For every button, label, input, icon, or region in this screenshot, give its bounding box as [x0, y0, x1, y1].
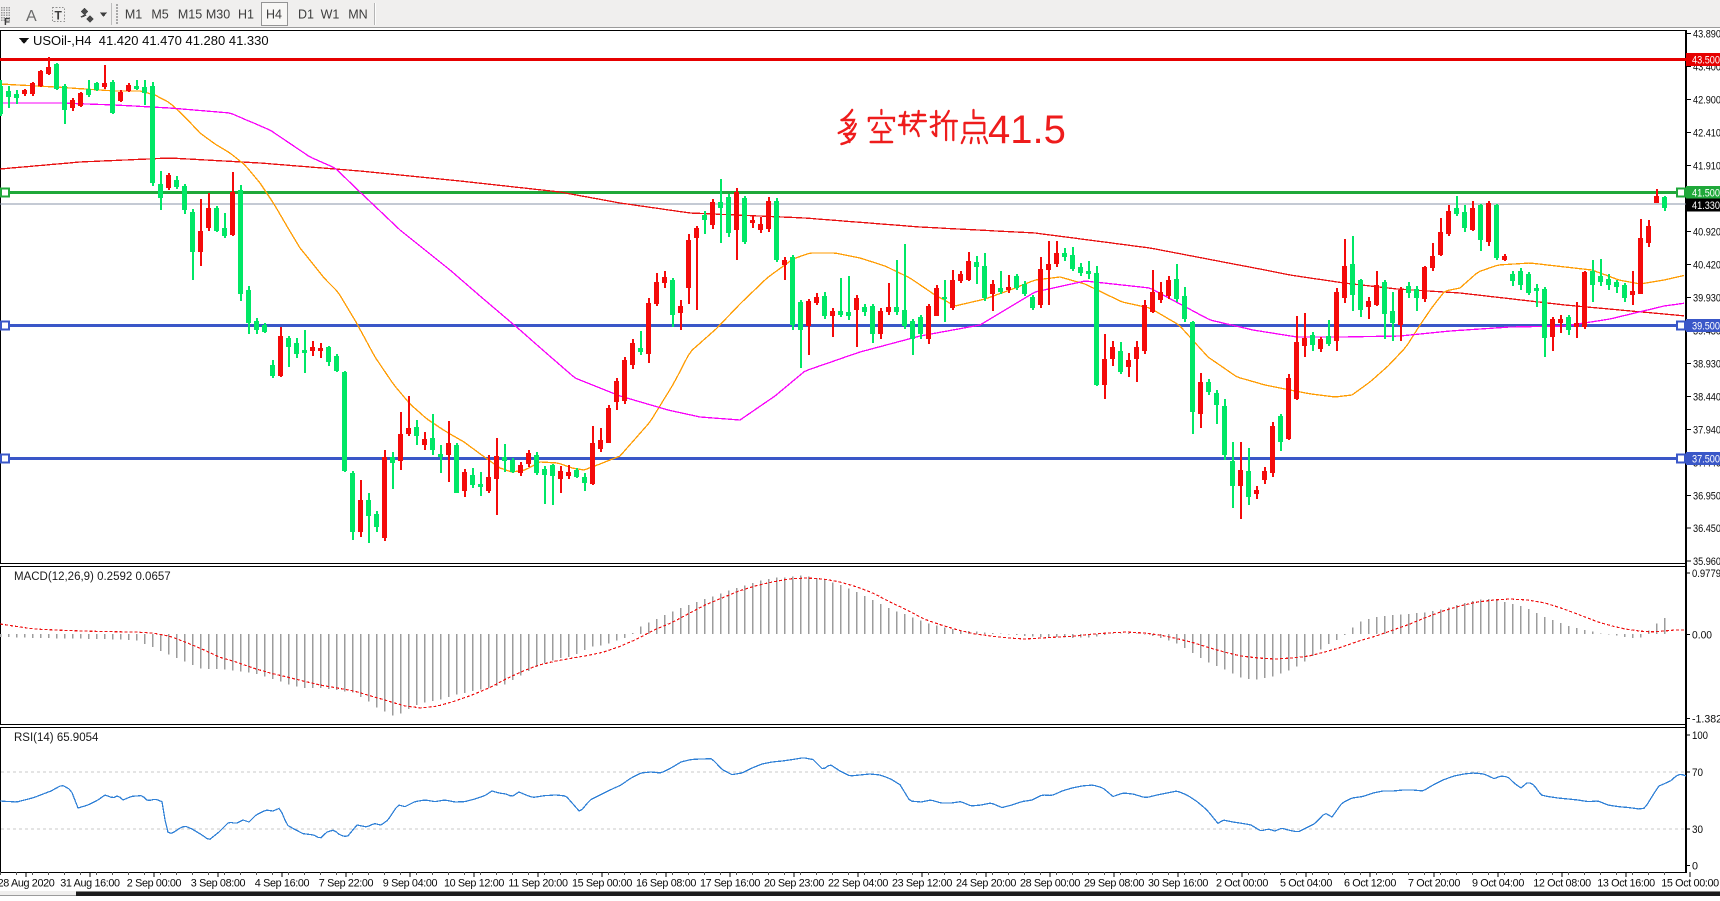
svg-text:39.500: 39.500: [1692, 321, 1720, 333]
svg-text:40.920: 40.920: [1693, 226, 1720, 238]
svg-text:37.940: 37.940: [1693, 424, 1720, 436]
svg-text:M15: M15: [178, 8, 202, 22]
svg-text:5 Oct 04:00: 5 Oct 04:00: [1280, 878, 1332, 890]
svg-text:17 Sep 16:00: 17 Sep 16:00: [700, 878, 760, 890]
svg-text:M30: M30: [206, 8, 230, 22]
svg-text:36.950: 36.950: [1693, 490, 1720, 502]
svg-text:40.420: 40.420: [1693, 259, 1720, 271]
svg-text:30 Sep 16:00: 30 Sep 16:00: [1148, 878, 1208, 890]
svg-text:W1: W1: [321, 8, 340, 22]
svg-text:USOil-,H4 41.420 41.470 41.28: USOil-,H4 41.420 41.470 41.280 41.330: [33, 33, 269, 48]
svg-text:H1: H1: [238, 8, 254, 22]
svg-text:38.440: 38.440: [1693, 391, 1720, 403]
svg-text:10 Sep 12:00: 10 Sep 12:00: [444, 878, 504, 890]
svg-text:70: 70: [1692, 767, 1703, 779]
svg-text:30: 30: [1692, 824, 1703, 836]
svg-text:22 Sep 04:00: 22 Sep 04:00: [828, 878, 888, 890]
svg-text:100: 100: [1692, 730, 1708, 742]
svg-text:42.900: 42.900: [1693, 94, 1720, 106]
svg-text:0.00: 0.00: [1692, 630, 1712, 642]
svg-text:2 Oct 00:00: 2 Oct 00:00: [1216, 878, 1268, 890]
svg-text:13 Oct 16:00: 13 Oct 16:00: [1597, 878, 1655, 890]
svg-text:3 Sep 08:00: 3 Sep 08:00: [191, 878, 246, 890]
svg-text:24 Sep 20:00: 24 Sep 20:00: [956, 878, 1016, 890]
svg-text:H4: H4: [266, 8, 282, 22]
svg-text:11 Sep 20:00: 11 Sep 20:00: [508, 878, 568, 890]
svg-text:15 Sep 00:00: 15 Sep 00:00: [572, 878, 632, 890]
svg-text:MACD(12,26,9) 0.2592 0.0657: MACD(12,26,9) 0.2592 0.0657: [14, 571, 171, 583]
svg-text:28 Aug 2020: 28 Aug 2020: [0, 878, 55, 890]
svg-text:42.410: 42.410: [1693, 127, 1720, 139]
svg-text:12 Oct 08:00: 12 Oct 08:00: [1533, 878, 1591, 890]
svg-text:0.9779: 0.9779: [1692, 568, 1720, 580]
svg-text:A: A: [26, 8, 37, 25]
svg-text:7 Sep 22:00: 7 Sep 22:00: [319, 878, 374, 890]
svg-text:D1: D1: [298, 8, 314, 22]
svg-text:6 Oct 12:00: 6 Oct 12:00: [1344, 878, 1396, 890]
svg-text:20 Sep 23:00: 20 Sep 23:00: [764, 878, 824, 890]
svg-text:43.500: 43.500: [1692, 54, 1720, 66]
svg-text:15 Oct 00:00: 15 Oct 00:00: [1661, 878, 1719, 890]
svg-text:RSI(14) 65.9054: RSI(14) 65.9054: [14, 732, 99, 744]
svg-text:41.910: 41.910: [1693, 160, 1720, 172]
svg-text:16 Sep 08:00: 16 Sep 08:00: [636, 878, 696, 890]
svg-text:38.930: 38.930: [1693, 358, 1720, 370]
svg-text:2 Sep 00:00: 2 Sep 00:00: [127, 878, 182, 890]
svg-text:29 Sep 08:00: 29 Sep 08:00: [1084, 878, 1144, 890]
svg-text:39.930: 39.930: [1693, 292, 1720, 304]
svg-text:28 Sep 00:00: 28 Sep 00:00: [1020, 878, 1080, 890]
svg-text:MN: MN: [348, 8, 367, 22]
svg-text:T: T: [55, 9, 63, 23]
svg-text:9 Oct 04:00: 9 Oct 04:00: [1472, 878, 1524, 890]
svg-text:41.5: 41.5: [988, 108, 1066, 152]
svg-text:4 Sep 16:00: 4 Sep 16:00: [255, 878, 310, 890]
svg-text:0: 0: [1692, 861, 1698, 873]
svg-text:41.330: 41.330: [1692, 200, 1720, 212]
svg-text:-1.382: -1.382: [1692, 714, 1720, 726]
svg-text:7 Oct 20:00: 7 Oct 20:00: [1408, 878, 1460, 890]
svg-text:43.890: 43.890: [1693, 28, 1720, 40]
svg-text:31 Aug 16:00: 31 Aug 16:00: [60, 878, 120, 890]
svg-text:F: F: [4, 17, 10, 28]
svg-text:36.450: 36.450: [1693, 523, 1720, 535]
svg-text:9 Sep 04:00: 9 Sep 04:00: [383, 878, 438, 890]
svg-text:M1: M1: [125, 8, 142, 22]
svg-text:M5: M5: [151, 8, 168, 22]
svg-text:23 Sep 12:00: 23 Sep 12:00: [892, 878, 952, 890]
svg-text:37.500: 37.500: [1692, 454, 1720, 466]
svg-text:35.960: 35.960: [1693, 556, 1720, 568]
svg-text:41.500: 41.500: [1692, 187, 1720, 199]
